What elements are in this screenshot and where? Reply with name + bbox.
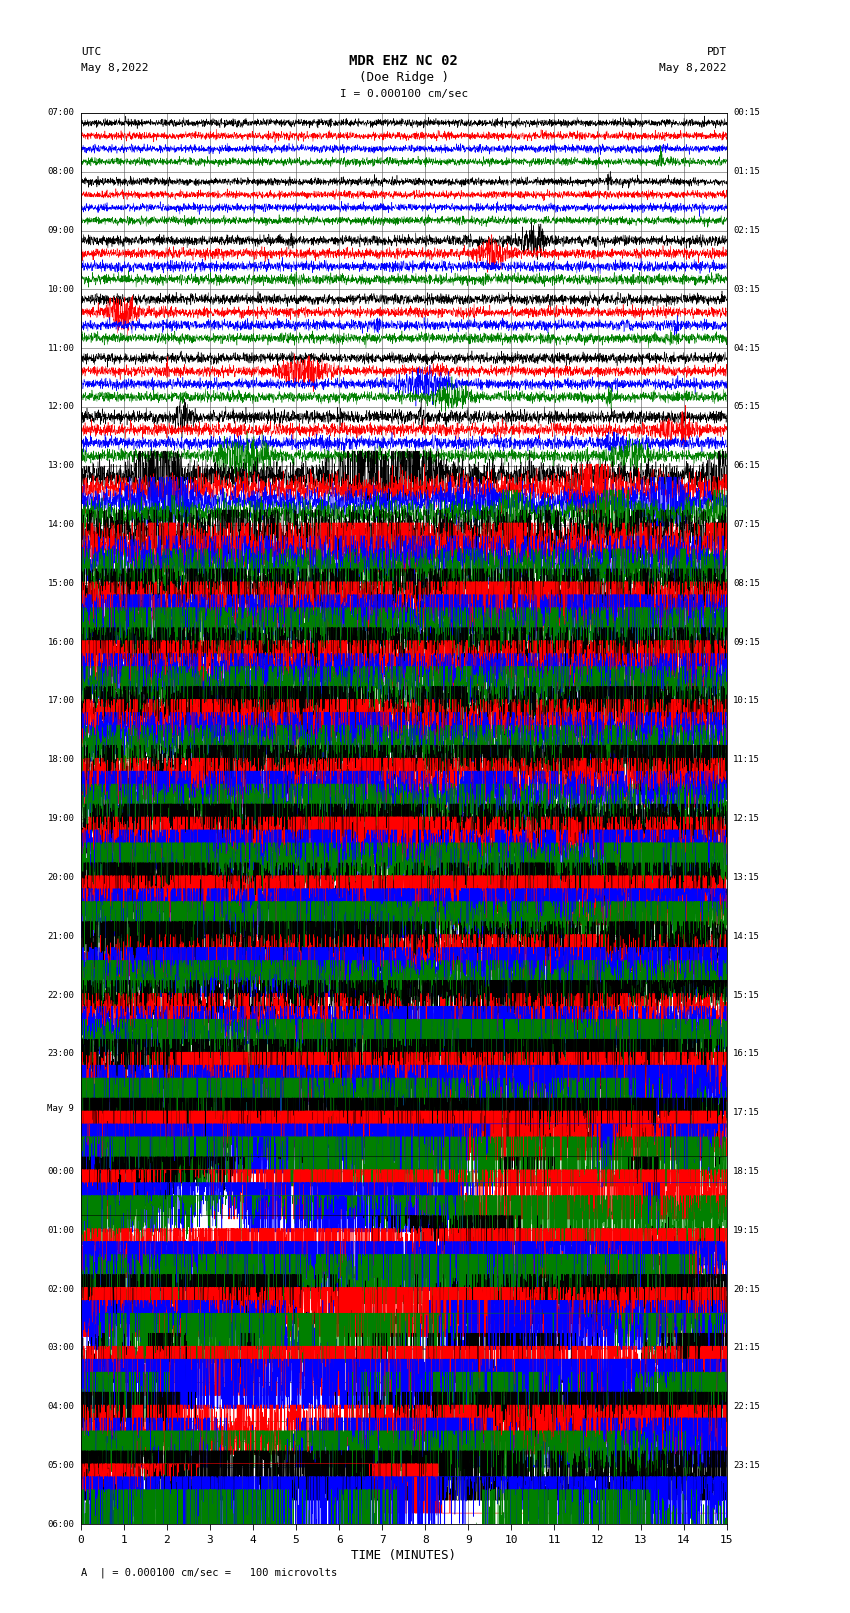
Text: 02:00: 02:00: [48, 1284, 74, 1294]
Text: 11:15: 11:15: [734, 755, 760, 765]
Text: 05:15: 05:15: [734, 403, 760, 411]
Text: 17:15: 17:15: [734, 1108, 760, 1118]
Text: 02:15: 02:15: [734, 226, 760, 235]
Text: 07:00: 07:00: [48, 108, 74, 118]
Text: MDR EHZ NC 02: MDR EHZ NC 02: [349, 55, 458, 68]
Text: 10:15: 10:15: [734, 697, 760, 705]
Text: 11:00: 11:00: [48, 344, 74, 353]
Text: 23:00: 23:00: [48, 1050, 74, 1058]
Text: 23:15: 23:15: [734, 1461, 760, 1469]
Text: 05:00: 05:00: [48, 1461, 74, 1469]
Text: May 8,2022: May 8,2022: [660, 63, 727, 73]
Text: 16:15: 16:15: [734, 1050, 760, 1058]
Text: 04:15: 04:15: [734, 344, 760, 353]
Text: 07:15: 07:15: [734, 519, 760, 529]
Text: 20:00: 20:00: [48, 873, 74, 882]
Text: 12:15: 12:15: [734, 815, 760, 823]
Text: 14:00: 14:00: [48, 519, 74, 529]
Text: 13:00: 13:00: [48, 461, 74, 471]
Text: 17:00: 17:00: [48, 697, 74, 705]
Text: 22:15: 22:15: [734, 1402, 760, 1411]
X-axis label: TIME (MINUTES): TIME (MINUTES): [351, 1548, 456, 1561]
Text: 15:15: 15:15: [734, 990, 760, 1000]
Text: 21:15: 21:15: [734, 1344, 760, 1352]
Text: 20:15: 20:15: [734, 1284, 760, 1294]
Text: 00:15: 00:15: [734, 108, 760, 118]
Text: 14:15: 14:15: [734, 932, 760, 940]
Text: UTC: UTC: [81, 47, 101, 56]
Text: 16:00: 16:00: [48, 637, 74, 647]
Text: 22:00: 22:00: [48, 990, 74, 1000]
Text: 10:00: 10:00: [48, 286, 74, 294]
Text: 15:00: 15:00: [48, 579, 74, 587]
Text: 19:15: 19:15: [734, 1226, 760, 1234]
Text: 04:00: 04:00: [48, 1402, 74, 1411]
Text: PDT: PDT: [706, 47, 727, 56]
Text: 19:00: 19:00: [48, 815, 74, 823]
Text: May 9: May 9: [48, 1103, 74, 1113]
Text: 12:00: 12:00: [48, 403, 74, 411]
Text: May 8,2022: May 8,2022: [81, 63, 148, 73]
Text: 13:15: 13:15: [734, 873, 760, 882]
Text: 00:00: 00:00: [48, 1166, 74, 1176]
Text: 18:00: 18:00: [48, 755, 74, 765]
Text: A  | = 0.000100 cm/sec =   100 microvolts: A | = 0.000100 cm/sec = 100 microvolts: [81, 1568, 337, 1578]
Text: 03:00: 03:00: [48, 1344, 74, 1352]
Text: 08:15: 08:15: [734, 579, 760, 587]
Text: 18:15: 18:15: [734, 1166, 760, 1176]
Text: 06:00: 06:00: [48, 1519, 74, 1529]
Text: (Doe Ridge ): (Doe Ridge ): [359, 71, 449, 84]
Text: 03:15: 03:15: [734, 286, 760, 294]
Text: 08:00: 08:00: [48, 168, 74, 176]
Text: 01:15: 01:15: [734, 168, 760, 176]
Text: 01:00: 01:00: [48, 1226, 74, 1234]
Text: 06:15: 06:15: [734, 461, 760, 471]
Text: 09:15: 09:15: [734, 637, 760, 647]
Text: 21:00: 21:00: [48, 932, 74, 940]
Text: I = 0.000100 cm/sec: I = 0.000100 cm/sec: [340, 89, 468, 98]
Text: 09:00: 09:00: [48, 226, 74, 235]
